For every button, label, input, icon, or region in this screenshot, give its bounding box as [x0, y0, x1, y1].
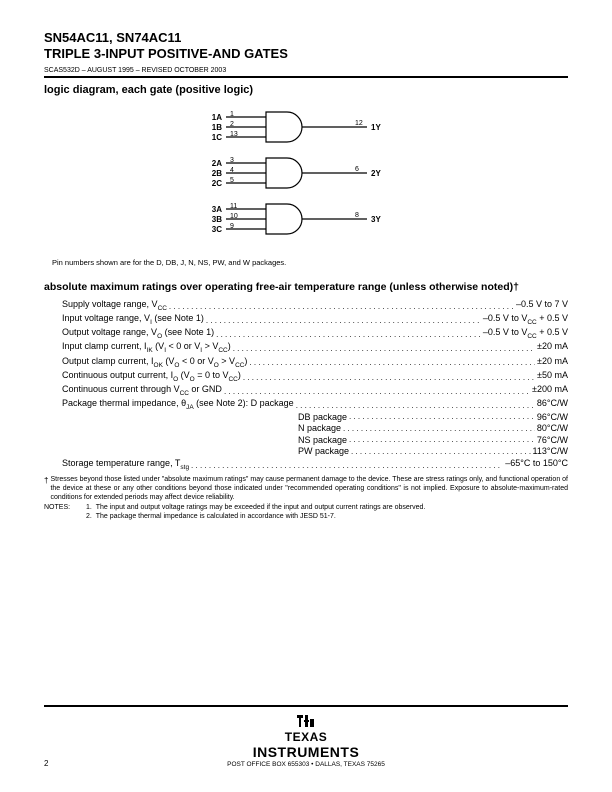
- rating-row: Storage temperature range, Tstg –65°C to …: [62, 458, 568, 472]
- svg-text:2Y: 2Y: [371, 169, 381, 178]
- svg-text:5: 5: [230, 177, 234, 184]
- rating-dots: [249, 356, 535, 370]
- rating-label: Package thermal impedance, θJA (see Note…: [62, 398, 294, 412]
- rating-value: ±200 mA: [532, 384, 568, 398]
- svg-text:3A: 3A: [212, 205, 222, 214]
- part-numbers: SN54AC11, SN74AC11: [44, 30, 568, 46]
- gates-svg: 1A 1 1B 2 1C 13 12 1Y 2A 3 2B 4 2C 5 6 2Y 3A 11 3B 10 3C 9 8 3Y: [156, 104, 456, 254]
- rating-row: PW package 113°C/W: [62, 446, 568, 458]
- rating-row: Continuous output current, IO (VO = 0 to…: [62, 370, 568, 384]
- header-rule: [44, 76, 568, 78]
- rating-value: –0.5 V to 7 V: [516, 299, 568, 313]
- rating-value: 76°C/W: [537, 435, 568, 447]
- svg-text:3C: 3C: [212, 225, 222, 234]
- rating-label: Output voltage range, VO (see Note 1): [62, 327, 214, 341]
- svg-text:10: 10: [230, 213, 238, 220]
- footer-address: POST OFFICE BOX 655303 • DALLAS, TEXAS 7…: [44, 761, 568, 768]
- svg-text:2: 2: [230, 121, 234, 128]
- rating-label: NS package: [62, 435, 347, 447]
- svg-text:11: 11: [230, 203, 237, 210]
- rating-row: Continuous current through VCC or GND ±20…: [62, 384, 568, 398]
- rating-dots: [224, 384, 530, 398]
- svg-text:12: 12: [355, 120, 363, 127]
- rating-value: 96°C/W: [537, 412, 568, 424]
- note-1: 1. The input and output voltage ratings …: [86, 504, 568, 513]
- footer: TEXAS INSTRUMENTS POST OFFICE BOX 655303…: [44, 703, 568, 768]
- rating-dots: [349, 412, 535, 424]
- svg-text:6: 6: [355, 166, 359, 173]
- rating-label: DB package: [62, 412, 347, 424]
- page-number: 2: [44, 759, 48, 768]
- rating-value: –0.5 V to VCC + 0.5 V: [483, 327, 568, 341]
- svg-text:1: 1: [230, 111, 234, 118]
- rating-row: NS package 76°C/W: [62, 435, 568, 447]
- svg-text:3: 3: [230, 157, 234, 164]
- rating-row: Package thermal impedance, θJA (see Note…: [62, 398, 568, 412]
- rating-value: ±20 mA: [537, 341, 568, 355]
- rating-row: N package 80°C/W: [62, 423, 568, 435]
- rating-dots: [191, 458, 503, 472]
- logic-diagram-heading: logic diagram, each gate (positive logic…: [44, 84, 568, 96]
- svg-text:1B: 1B: [212, 123, 222, 132]
- page-title: TRIPLE 3-INPUT POSITIVE-AND GATES: [44, 46, 568, 62]
- rating-row: Supply voltage range, VCC –0.5 V to 7 V: [62, 299, 568, 313]
- svg-text:1A: 1A: [212, 113, 222, 122]
- rating-value: –0.5 V to VCC + 0.5 V: [483, 313, 568, 327]
- rating-value: –65°C to 150°C: [505, 458, 568, 472]
- svg-text:3B: 3B: [212, 215, 222, 224]
- svg-text:2A: 2A: [212, 159, 222, 168]
- rating-label: Input clamp current, IIK (VI < 0 or VI >…: [62, 341, 231, 355]
- rating-dots: [351, 446, 531, 458]
- rating-row: Input clamp current, IIK (VI < 0 or VI >…: [62, 341, 568, 355]
- rating-value: 86°C/W: [537, 398, 568, 412]
- svg-text:1Y: 1Y: [371, 123, 381, 132]
- ratings-heading: absolute maximum ratings over operating …: [44, 281, 568, 293]
- rating-row: DB package 96°C/W: [62, 412, 568, 424]
- svg-text:1C: 1C: [212, 133, 222, 142]
- dagger-symbol: †: [44, 476, 48, 502]
- rating-label: PW package: [62, 446, 349, 458]
- rating-dots: [296, 398, 535, 412]
- rating-value: ±50 mA: [537, 370, 568, 384]
- rating-value: ±20 mA: [537, 356, 568, 370]
- footnotes: † Stresses beyond those listed under "ab…: [44, 476, 568, 522]
- rating-label: Output clamp current, IOK (VO < 0 or VO …: [62, 356, 247, 370]
- ti-logo-text: TEXAS INSTRUMENTS: [44, 730, 568, 760]
- rating-label: Continuous output current, IO (VO = 0 to…: [62, 370, 241, 384]
- rating-label: Continuous current through VCC or GND: [62, 384, 222, 398]
- svg-text:8: 8: [355, 212, 359, 219]
- rating-dots: [243, 370, 535, 384]
- rating-row: Input voltage range, VI (see Note 1) –0.5…: [62, 313, 568, 327]
- rating-value: 113°C/W: [533, 446, 568, 458]
- pin-note: Pin numbers shown are for the D, DB, J, …: [52, 258, 568, 267]
- ratings-block: Supply voltage range, VCC–0.5 V to 7 VIn…: [62, 299, 568, 472]
- rating-dots: [216, 327, 481, 341]
- svg-text:13: 13: [230, 131, 238, 138]
- svg-text:9: 9: [230, 223, 234, 230]
- svg-text:2B: 2B: [212, 169, 222, 178]
- rating-label: N package: [62, 423, 341, 435]
- svg-text:2C: 2C: [212, 179, 222, 188]
- rating-dots: [233, 341, 535, 355]
- rating-label: Supply voltage range, VCC: [62, 299, 167, 313]
- dagger-text: Stresses beyond those listed under "abso…: [50, 476, 568, 502]
- rating-row: Output clamp current, IOK (VO < 0 or VO …: [62, 356, 568, 370]
- rating-dots: [206, 313, 481, 327]
- footer-rule: [44, 705, 568, 707]
- rating-label: Input voltage range, VI (see Note 1): [62, 313, 204, 327]
- rating-row: Output voltage range, VO (see Note 1) –0.…: [62, 327, 568, 341]
- note-2: 2. The package thermal impedance is calc…: [86, 513, 568, 522]
- rating-dots: [343, 423, 535, 435]
- svg-text:3Y: 3Y: [371, 215, 381, 224]
- doc-id: SCAS532D – AUGUST 1995 – REVISED OCTOBER…: [44, 67, 568, 74]
- notes-label: NOTES:: [44, 504, 80, 522]
- rating-dots: [169, 299, 514, 313]
- rating-label: Storage temperature range, Tstg: [62, 458, 189, 472]
- svg-text:4: 4: [230, 167, 234, 174]
- rating-dots: [349, 435, 535, 447]
- logic-diagram: 1A 1 1B 2 1C 13 12 1Y 2A 3 2B 4 2C 5 6 2Y 3A 11 3B 10 3C 9 8 3Y: [44, 104, 568, 254]
- ti-logo-icon: [295, 713, 317, 729]
- rating-value: 80°C/W: [537, 423, 568, 435]
